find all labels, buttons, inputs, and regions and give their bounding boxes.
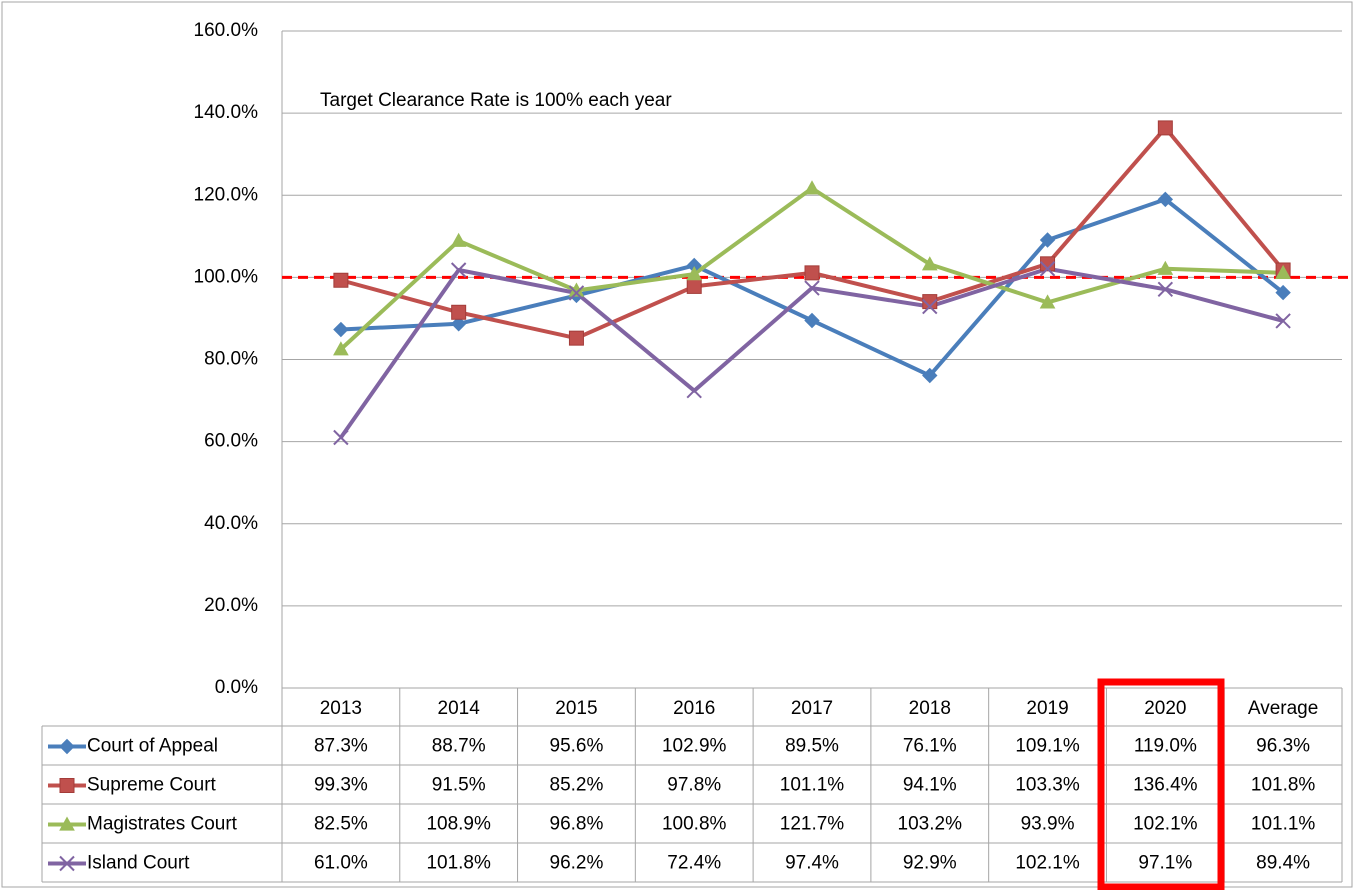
data-point [922, 294, 938, 310]
table-cell: 102.1% [1015, 853, 1080, 874]
legend-label: Island Court [87, 853, 190, 874]
data-point [1157, 120, 1173, 136]
y-tick-label: 20.0% [204, 595, 258, 616]
data-point [1040, 256, 1056, 272]
x-tick-label: 2020 [1144, 698, 1186, 719]
data-point [568, 330, 584, 346]
data-point [804, 280, 820, 296]
data-point [333, 429, 349, 446]
x-tick-label: Average [1248, 698, 1318, 719]
table-cell: 102.1% [1133, 814, 1198, 835]
data-point [333, 341, 349, 356]
legend-marker [59, 738, 75, 755]
data-point [1157, 260, 1174, 275]
table-cell: 61.0% [314, 853, 368, 874]
data-point [804, 180, 820, 195]
x-tick-label: 2016 [673, 698, 715, 719]
x-tick-label: 2014 [438, 698, 481, 719]
table-cell: 96.2% [550, 853, 604, 874]
data-point [686, 266, 703, 281]
table-cell: 87.3% [314, 736, 368, 757]
data-point [1157, 281, 1174, 297]
x-tick-label: 2017 [791, 698, 833, 719]
data-point [804, 265, 820, 281]
table-cell: 101.1% [780, 775, 845, 796]
data-point [1275, 313, 1291, 329]
data-point [1039, 294, 1056, 309]
table-cell: 96.8% [550, 814, 604, 835]
table-cell: 103.2% [898, 814, 963, 835]
table-cell: 99.3% [314, 775, 368, 796]
y-tick-label: 0.0% [215, 677, 258, 698]
data-point [450, 316, 467, 332]
table-cell: 76.1% [903, 736, 957, 757]
table-cell: 101.1% [1251, 814, 1316, 835]
y-tick-label: 40.0% [204, 513, 258, 534]
table-cell: 121.7% [780, 814, 845, 835]
y-tick-label: 160.0% [194, 20, 259, 41]
legend-marker [59, 816, 75, 831]
data-point [333, 272, 349, 288]
y-tick-label: 140.0% [194, 102, 259, 123]
table-cell: 95.6% [550, 736, 604, 757]
table-cell: 97.4% [785, 853, 839, 874]
table-cell: 119.0% [1134, 736, 1197, 757]
table-cell: 93.9% [1021, 814, 1075, 835]
legend-label: Supreme Court [87, 775, 217, 796]
table-cell: 97.8% [667, 775, 721, 796]
data-point [450, 262, 467, 278]
data-point [686, 382, 702, 399]
table-cell: 91.5% [432, 775, 486, 796]
legend-marker [59, 778, 75, 793]
x-tick-label: 2019 [1026, 698, 1068, 719]
table-cell: 100.8% [662, 814, 727, 835]
legend-label: Court of Appeal [87, 736, 218, 757]
table-cell: 92.9% [903, 853, 957, 874]
table-cell: 108.9% [426, 814, 491, 835]
table-cell: 109.1% [1015, 736, 1080, 757]
highlight-box [1097, 678, 1225, 890]
data-point [686, 278, 702, 294]
table-cell: 85.2% [550, 775, 604, 796]
table-cell: 82.5% [314, 814, 368, 835]
table-cell: 94.1% [903, 775, 957, 796]
data-point [450, 232, 467, 247]
table-cell: 101.8% [426, 853, 491, 874]
data-point [1275, 284, 1291, 301]
x-tick-label: 2013 [320, 698, 362, 719]
table-cell: 101.8% [1251, 775, 1316, 796]
table-cell: 96.3% [1256, 736, 1310, 757]
table-cell: 89.4% [1256, 853, 1310, 874]
legend-marker [59, 855, 75, 872]
data-point [1157, 191, 1174, 208]
y-tick-label: 80.0% [204, 349, 258, 370]
y-tick-label: 120.0% [194, 184, 259, 205]
table-cell: 72.4% [667, 853, 721, 874]
data-point [804, 312, 820, 329]
table-cell: 136.4% [1133, 775, 1198, 796]
data-point [922, 298, 938, 315]
table-cell: 102.9% [662, 736, 727, 757]
y-tick-label: 60.0% [204, 431, 258, 452]
table-cell: 88.7% [432, 736, 486, 757]
y-tick-label: 100.0% [194, 266, 259, 287]
data-point [451, 304, 467, 320]
legend-label: Magistrates Court [87, 814, 238, 835]
data-point [333, 321, 349, 338]
data-point [1275, 264, 1291, 279]
data-point [1039, 232, 1056, 248]
table-cell: 89.5% [785, 736, 839, 757]
annotation: Target Clearance Rate is 100% each year [320, 90, 672, 111]
data-point [568, 285, 585, 301]
data-point [921, 256, 938, 271]
x-tick-label: 2015 [555, 698, 597, 719]
table-cell: 103.3% [1015, 775, 1080, 796]
table-cell: 97.1% [1138, 853, 1192, 874]
data-point [922, 367, 938, 384]
x-tick-label: 2018 [909, 698, 951, 719]
data-point [1039, 261, 1056, 277]
